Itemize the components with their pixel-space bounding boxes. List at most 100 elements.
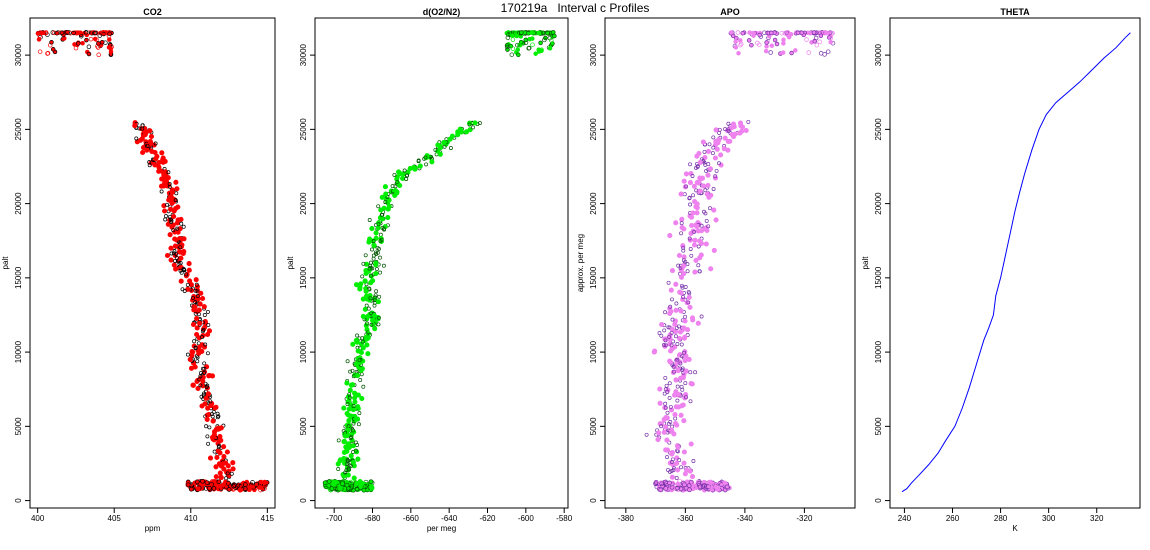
data-point	[79, 33, 84, 39]
data-point	[185, 352, 190, 357]
data-point	[545, 30, 550, 36]
data-point	[237, 487, 243, 493]
data-point	[781, 41, 786, 46]
data-point	[552, 33, 557, 39]
data-point	[667, 395, 672, 400]
y-tick-label: 5000	[874, 417, 883, 435]
data-point	[349, 483, 355, 489]
data-point	[350, 341, 356, 347]
data-point	[764, 44, 769, 49]
data-point	[675, 384, 680, 389]
data-point	[365, 321, 369, 326]
data-point	[376, 222, 381, 227]
data-point	[203, 342, 208, 347]
data-point	[751, 33, 756, 38]
data-point	[772, 37, 778, 43]
data-point	[668, 308, 674, 315]
data-point	[683, 285, 688, 289]
data-point	[658, 487, 664, 493]
data-point	[673, 334, 678, 339]
data-point	[205, 309, 210, 314]
data-point	[369, 273, 373, 278]
data-point	[672, 466, 676, 471]
data-point	[738, 38, 743, 43]
data-point	[106, 33, 112, 39]
data-point	[202, 371, 207, 375]
y-tick-label: 25000	[589, 118, 598, 141]
data-point	[162, 180, 168, 186]
data-point	[205, 351, 210, 356]
data-point	[230, 466, 236, 472]
data-point	[376, 204, 381, 209]
data-point	[764, 40, 769, 45]
data-point	[347, 387, 353, 393]
data-point	[147, 128, 153, 134]
data-point	[736, 50, 741, 56]
data-point	[167, 232, 173, 238]
data-point	[679, 342, 684, 347]
data-point	[223, 460, 229, 466]
data-point	[781, 37, 786, 43]
data-point	[171, 228, 176, 233]
data-point	[224, 476, 229, 481]
data-point	[665, 455, 669, 460]
data-point	[681, 263, 687, 269]
data-point	[367, 287, 372, 292]
data-point	[659, 321, 665, 328]
data-point	[705, 172, 711, 178]
data-point	[168, 217, 173, 222]
data-point	[377, 294, 382, 299]
data-point	[204, 364, 210, 370]
data-point	[194, 325, 200, 331]
data-point	[684, 184, 689, 189]
data-point	[177, 249, 183, 255]
data-point	[371, 256, 376, 261]
y-axis-label: palt	[286, 256, 295, 270]
data-point	[679, 231, 684, 236]
data-point	[688, 162, 692, 167]
data-point	[667, 469, 672, 474]
x-tick-label: 260	[946, 514, 960, 523]
data-point	[669, 343, 674, 348]
data-point	[668, 304, 673, 309]
data-point	[704, 168, 709, 173]
data-point	[708, 482, 714, 488]
data-point	[538, 40, 543, 46]
data-point	[37, 49, 43, 54]
data-point	[463, 129, 470, 135]
y-axis-label: approx. per meg	[576, 234, 585, 292]
data-point	[356, 422, 361, 427]
data-point	[417, 163, 423, 169]
data-point	[718, 152, 724, 158]
data-point	[818, 33, 824, 39]
data-point	[769, 30, 774, 36]
data-point	[669, 460, 674, 464]
x-tick-label: -660	[403, 514, 420, 523]
data-point	[204, 424, 209, 429]
data-point	[373, 235, 379, 241]
data-point	[694, 188, 699, 193]
data-point	[830, 30, 835, 36]
data-point	[695, 320, 701, 326]
data-point	[671, 364, 676, 369]
data-point	[713, 174, 718, 179]
data-point	[363, 323, 369, 329]
data-point	[708, 206, 712, 211]
data-point	[364, 295, 371, 301]
data-point	[673, 220, 679, 226]
data-point	[237, 483, 243, 488]
x-tick-label: -360	[677, 514, 694, 523]
data-point	[139, 136, 145, 142]
data-point	[512, 30, 517, 36]
data-point	[370, 266, 375, 271]
data-point	[694, 179, 700, 185]
data-point	[200, 378, 206, 384]
data-point	[359, 372, 364, 377]
data-point	[651, 349, 657, 355]
data-point	[153, 141, 158, 146]
data-point	[181, 224, 186, 229]
data-point	[179, 221, 184, 226]
data-point	[210, 418, 216, 424]
data-point	[202, 313, 207, 317]
data-point	[696, 244, 701, 249]
